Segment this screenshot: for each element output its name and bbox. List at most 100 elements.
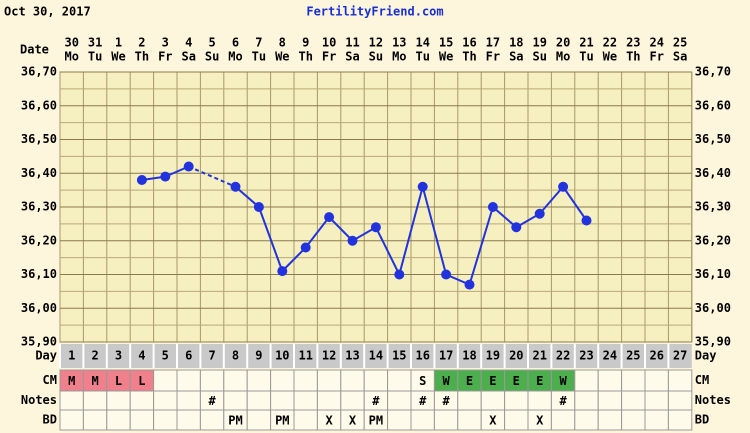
y-tick-label-right: 36,00 <box>695 301 731 315</box>
date-label: 22 <box>603 36 617 50</box>
weekday-label: Th <box>462 50 476 64</box>
weekday-label: Sa <box>181 50 195 64</box>
day-number: 3 <box>115 349 122 363</box>
row-label: BD <box>43 413 57 427</box>
row-cell <box>129 409 155 431</box>
cell-text: # <box>372 394 380 408</box>
day-number: 10 <box>275 349 289 363</box>
row-cell <box>574 390 599 411</box>
day-row <box>60 344 692 368</box>
y-tick-label-right: 36,60 <box>695 98 731 112</box>
site-link[interactable]: FertilityFriend.com <box>306 5 443 19</box>
weekday-label: Th <box>135 50 149 64</box>
temperature-line <box>234 182 588 286</box>
row-cell <box>597 390 623 411</box>
day-number: 17 <box>439 349 453 363</box>
date-label: 4 <box>185 36 192 50</box>
weekday-label: Mo <box>392 50 406 64</box>
y-tick-label: 36,70 <box>21 65 57 79</box>
day-number: 18 <box>462 349 476 363</box>
day-number: 19 <box>486 349 500 363</box>
day-number: 24 <box>603 349 617 363</box>
row-cell <box>59 409 84 431</box>
day-number: 4 <box>138 349 145 363</box>
cell-text: X <box>489 414 497 428</box>
temperature-point <box>347 235 358 246</box>
weekday-label: Sa <box>673 50 687 64</box>
date-label: 12 <box>369 36 383 50</box>
row-label-right: Notes <box>695 393 731 407</box>
row-cell <box>293 409 318 431</box>
y-tick-label-right: 35,90 <box>695 335 731 349</box>
date-label: 20 <box>556 36 570 50</box>
row-cell <box>621 409 646 431</box>
y-tick-label-right: 36,50 <box>695 132 731 146</box>
row-cell <box>223 390 248 411</box>
cell-text: PM <box>228 414 242 428</box>
date-label: 15 <box>439 36 453 50</box>
row-cell <box>153 409 178 431</box>
date-label: 16 <box>462 36 476 50</box>
date-label: 14 <box>415 36 429 50</box>
row-cell <box>644 390 669 411</box>
weekday-label: Tu <box>415 50 429 64</box>
temperature-point <box>136 175 147 185</box>
chart-date: Oct 30, 2017 <box>4 5 91 19</box>
cell-text: M <box>68 374 75 388</box>
day-number: 16 <box>415 349 429 363</box>
row-label: Notes <box>21 393 57 407</box>
date-label: 5 <box>208 36 215 50</box>
row-label: Day <box>35 349 57 363</box>
weekday-label: Mo <box>64 50 78 64</box>
row-cell <box>597 409 623 431</box>
date-label: 31 <box>88 36 102 50</box>
day-number: 26 <box>649 349 663 363</box>
row-cell <box>246 390 272 411</box>
temperature-point <box>300 242 311 253</box>
row-cell <box>644 409 669 431</box>
row-label: CM <box>43 373 57 387</box>
row-cell <box>457 390 482 411</box>
weekday-label: Fr <box>486 50 500 64</box>
y-tick-label: 35,90 <box>21 335 57 349</box>
day-number: 23 <box>579 349 593 363</box>
date-label: 18 <box>509 36 523 50</box>
weekday-label: Sa <box>345 50 359 64</box>
date-label: 6 <box>232 36 239 50</box>
temperature-point <box>394 269 405 280</box>
cell-text: W <box>559 374 567 388</box>
row-cell <box>504 390 529 411</box>
y-tick-label-right: 36,20 <box>695 233 731 247</box>
date-label: 17 <box>486 36 500 50</box>
y-tick-label-right: 36,70 <box>695 65 731 79</box>
date-label: 7 <box>255 36 262 50</box>
cell-text: # <box>442 394 450 408</box>
temperature-point <box>370 222 381 233</box>
weekday-label: Fr <box>649 50 663 64</box>
day-number: 9 <box>255 349 262 363</box>
temperature-point <box>558 181 569 192</box>
date-label: 24 <box>649 36 663 50</box>
weekday-label: We <box>439 50 453 64</box>
weekday-label: We <box>603 50 617 64</box>
weekday-label: Mo <box>228 50 242 64</box>
row-cell <box>667 390 693 411</box>
row-cell <box>667 369 693 392</box>
y-tick-label: 36,40 <box>21 166 57 180</box>
cell-text: W <box>442 374 450 388</box>
temperature-point <box>160 171 171 182</box>
row-cell <box>457 409 482 431</box>
temperature-point <box>277 266 288 277</box>
weekday-label: Tu <box>252 50 266 64</box>
y-tick-label-right: 36,30 <box>695 200 731 214</box>
row-cell <box>106 390 131 411</box>
weekday-label: We <box>111 50 125 64</box>
temperature-point <box>487 202 498 212</box>
row-cell <box>199 409 225 431</box>
cell-text: # <box>208 394 216 408</box>
x-axis-label: Date <box>20 43 49 57</box>
date-label: 10 <box>322 36 336 50</box>
y-tick-label-right: 36,10 <box>695 267 731 281</box>
weekday-label: Mo <box>556 50 570 64</box>
